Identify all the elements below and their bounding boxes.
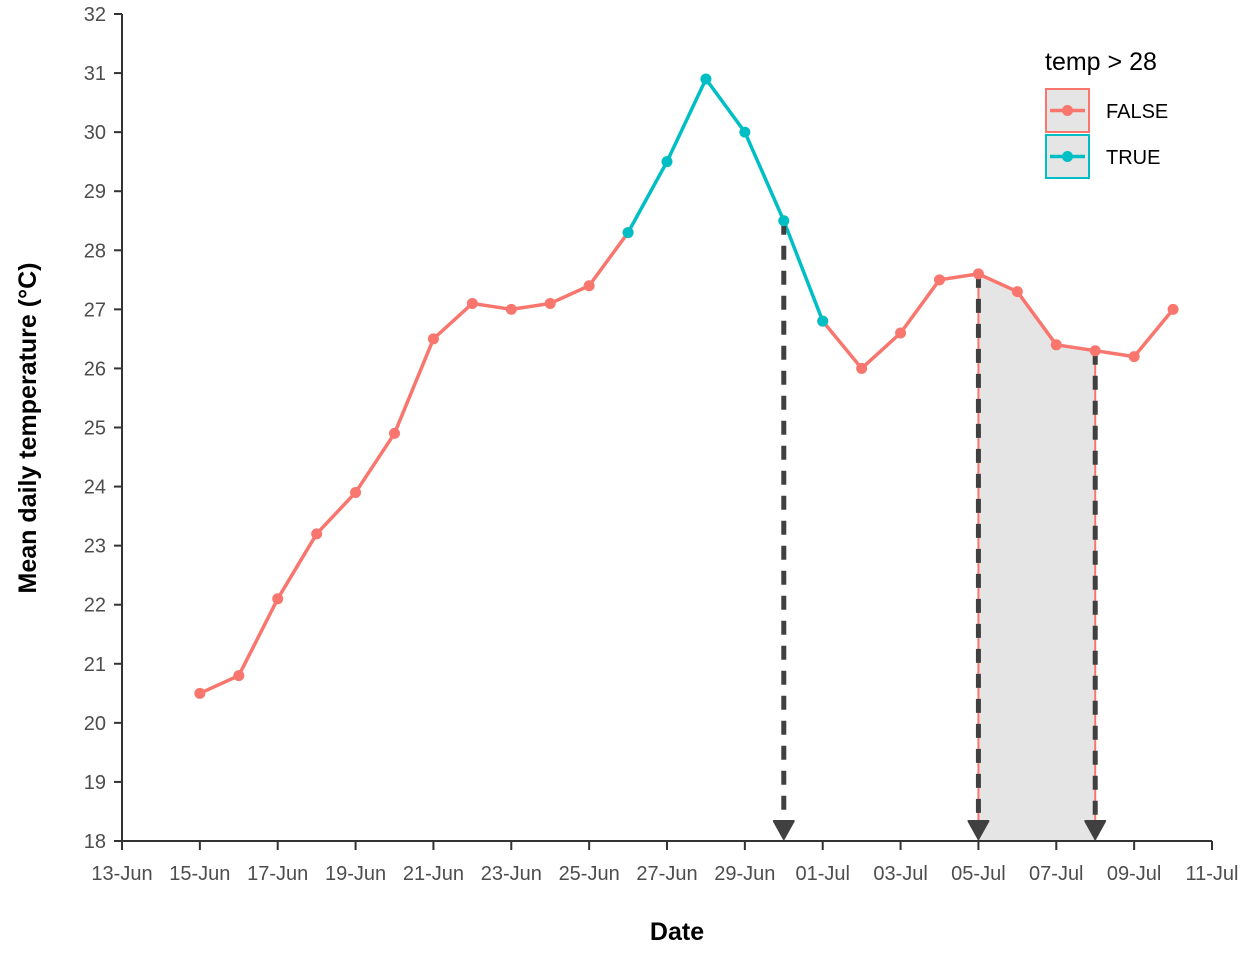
data-point-false: [194, 687, 206, 699]
data-point-false: [505, 303, 517, 315]
y-tick-label: 30: [84, 122, 106, 144]
x-tick-label: 11-Jul: [1186, 863, 1239, 885]
x-tick-label: 05-Jul: [951, 863, 1005, 885]
data-point-false: [233, 670, 245, 682]
data-point-true: [778, 215, 790, 227]
x-tick-label: 03-Jul: [873, 863, 927, 885]
data-point-false: [972, 268, 984, 280]
y-tick-label: 28: [84, 240, 106, 262]
data-point-false: [1089, 345, 1101, 357]
data-point-false: [389, 427, 400, 439]
x-tick-label: 15-Jun: [169, 863, 230, 885]
arrow-head: [967, 820, 990, 840]
data-point-false: [311, 528, 323, 540]
data-point-false: [895, 327, 907, 339]
data-point-true: [739, 126, 751, 138]
y-tick-label: 31: [84, 63, 106, 85]
data-point-false: [272, 593, 284, 605]
data-point-false: [466, 297, 478, 309]
x-tick-label: 09-Jul: [1107, 863, 1161, 885]
data-point-false: [1128, 351, 1140, 363]
data-point-false: [544, 297, 556, 309]
axes: 18 19 20 21 22 23 24 25 26 27 28 29 30 31 32 13-Jun 15-J…: [84, 4, 1239, 885]
y-tick-label: 32: [84, 4, 106, 26]
legend: temp > 28 FALSE TRUE: [1045, 48, 1168, 179]
x-tick-label: 25-Jun: [559, 863, 620, 885]
x-tick-label: 27-Jun: [636, 863, 697, 885]
series-line-false: [198, 230, 630, 696]
series-line-false: [820, 272, 1175, 371]
y-tick-label: 18: [84, 831, 106, 853]
y-tick-label: 29: [84, 181, 106, 203]
legend-label-true: TRUE: [1106, 147, 1160, 169]
data-point-false: [934, 274, 945, 286]
data-point-false: [427, 333, 439, 345]
y-tick-label: 23: [84, 536, 106, 558]
x-tick-label: 29-Jun: [714, 863, 775, 885]
x-tick-label: 01-Jul: [795, 863, 849, 885]
y-tick-label: 21: [84, 654, 106, 676]
x-tick-label: 17-Jun: [247, 863, 308, 885]
data-point-false: [1011, 286, 1023, 298]
series-lines: [198, 77, 1175, 696]
arrow-head: [772, 820, 795, 840]
data-point-false: [350, 486, 362, 498]
legend-key-point: [1062, 105, 1073, 116]
y-tick-label: 20: [84, 713, 106, 735]
data-point-true: [661, 156, 673, 168]
series-points: [194, 73, 1179, 699]
data-point-false: [856, 362, 868, 374]
y-tick-label: 19: [84, 772, 106, 794]
shaded-region: [978, 273, 1096, 841]
legend-keys: FALSE TRUE: [1045, 88, 1168, 179]
x-tick-label: 23-Jun: [481, 863, 542, 885]
x-tick-label: 19-Jun: [325, 863, 386, 885]
y-axis-title: Mean daily temperature (°C): [14, 263, 42, 594]
x-axis-title: Date: [650, 918, 704, 946]
legend-label-false: FALSE: [1106, 101, 1168, 123]
y-tick-label: 26: [84, 358, 106, 380]
x-tick-label: 13-Jun: [91, 863, 152, 885]
x-tick-label: 07-Jul: [1029, 863, 1083, 885]
x-tick-label: 21-Jun: [403, 863, 464, 885]
arrow-head: [1084, 820, 1107, 840]
data-point-false: [583, 280, 595, 292]
y-tick-label: 22: [84, 595, 106, 617]
y-tick-label: 24: [84, 477, 106, 499]
legend-key-point: [1062, 151, 1073, 162]
legend-title: temp > 28: [1045, 48, 1157, 76]
shaded-region-layer: [977, 273, 1097, 841]
y-tick-label: 25: [84, 418, 106, 440]
data-point-true: [700, 73, 712, 85]
data-point-false: [1050, 339, 1062, 351]
series-line-true: [626, 77, 825, 323]
data-point-true: [622, 227, 634, 239]
data-point-true: [817, 315, 829, 327]
dashed-arrows: [772, 220, 1107, 840]
y-tick-label: 27: [84, 299, 106, 321]
data-point-false: [1167, 303, 1179, 315]
